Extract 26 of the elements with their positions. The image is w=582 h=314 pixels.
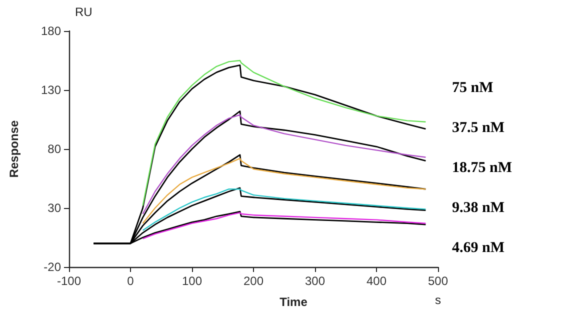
text: 9.38 nM	[452, 200, 504, 216]
x-tick-label: 100	[182, 274, 202, 288]
line-series	[142, 60, 426, 206]
line-series	[142, 114, 426, 214]
y-axis-title: Response	[7, 120, 21, 178]
text: 18.75 nM	[452, 160, 512, 176]
y-tick-label: 30	[48, 201, 62, 215]
x-tick-label: 200	[243, 274, 264, 288]
x-tick-label: 0	[127, 274, 134, 288]
x-tick-label: -100	[56, 274, 82, 288]
x-tick-label: 400	[366, 274, 387, 288]
y-tick-label: 80	[48, 142, 62, 156]
y-tick-label: 130	[40, 83, 62, 97]
x-axis-title: Time	[280, 295, 308, 309]
y-tick-label: 180	[40, 24, 62, 38]
line-series	[142, 158, 426, 224]
text: 75 nM	[452, 80, 494, 96]
text: 4.69 nM	[452, 240, 504, 256]
line-series	[142, 188, 426, 232]
text: s	[435, 293, 441, 307]
y-tick-label: -20	[44, 260, 62, 274]
text: 37.5 nM	[452, 120, 504, 136]
x-tick-label: 500	[428, 274, 448, 288]
line-series	[142, 212, 426, 240]
x-tick-label: 300	[304, 274, 326, 288]
text: RU	[75, 5, 92, 19]
